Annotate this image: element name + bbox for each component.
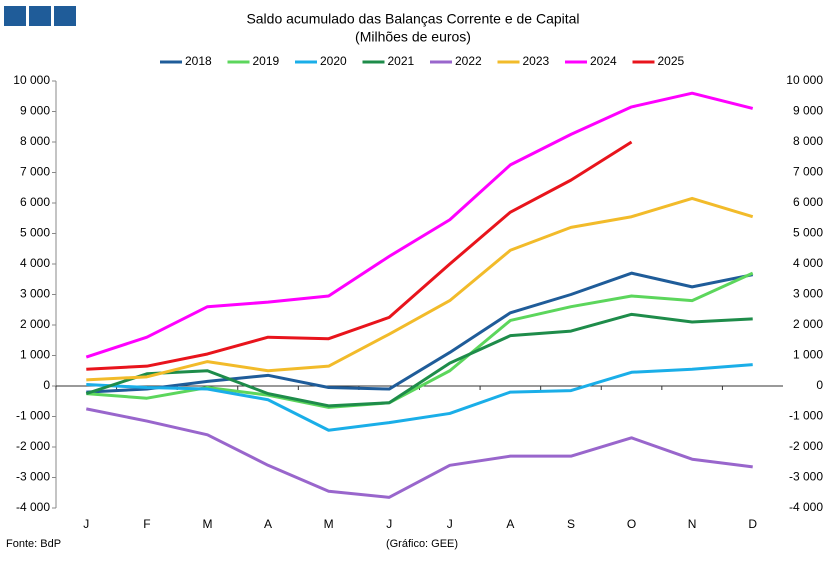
y2-tick-label: 6 000 — [793, 195, 823, 209]
logo-block — [54, 6, 76, 26]
legend-label: 2024 — [590, 54, 617, 68]
y-tick-label: -1 000 — [16, 409, 50, 423]
chart-subtitle: (Milhões de euros) — [355, 29, 471, 45]
legend-label: 2018 — [185, 54, 212, 68]
y-tick-label: 8 000 — [20, 134, 50, 148]
y2-tick-label: 0 — [816, 378, 823, 392]
series-line — [86, 271, 754, 394]
y2-tick-label: 9 000 — [793, 104, 823, 118]
y2-tick-label: -3 000 — [789, 470, 823, 484]
y-tick-label: 5 000 — [20, 226, 50, 240]
x-tick-label: A — [506, 517, 514, 531]
legend-label: 2023 — [523, 54, 550, 68]
y-tick-label: 9 000 — [20, 104, 50, 118]
y-tick-label: -3 000 — [16, 470, 50, 484]
y2-tick-label: -2 000 — [789, 439, 823, 453]
series-line — [85, 91, 754, 359]
y2-tick-label: 1 000 — [793, 348, 823, 362]
y-tick-label: 7 000 — [20, 165, 50, 179]
y-tick-label: 4 000 — [20, 256, 50, 270]
y2-tick-label: -1 000 — [789, 409, 823, 423]
source: Fonte: BdP — [6, 538, 61, 550]
y2-tick-label: -4 000 — [789, 500, 823, 514]
y2-tick-label: 5 000 — [793, 226, 823, 240]
x-tick-label: N — [688, 517, 697, 531]
y-tick-label: 3 000 — [20, 287, 50, 301]
y-tick-label: 10 000 — [13, 73, 50, 87]
legend-label: 2025 — [658, 54, 685, 68]
x-tick-label: J — [83, 517, 89, 531]
credit: (Gráfico: GEE) — [386, 538, 458, 550]
legend-label: 2020 — [320, 54, 347, 68]
logo-block — [4, 6, 26, 26]
y2-tick-label: 8 000 — [793, 134, 823, 148]
series-line — [85, 312, 753, 408]
legend-label: 2019 — [253, 54, 280, 68]
series-line — [85, 407, 753, 499]
legend-label: 2022 — [455, 54, 482, 68]
y-tick-label: 2 000 — [20, 317, 50, 331]
x-tick-label: F — [143, 517, 150, 531]
x-tick-label: M — [324, 517, 334, 531]
series-line — [86, 140, 633, 371]
series-line — [86, 363, 753, 432]
series-line — [86, 196, 754, 382]
legend-label: 2021 — [388, 54, 415, 68]
x-tick-label: A — [264, 517, 272, 531]
x-tick-label: D — [748, 517, 757, 531]
y-tick-label: 1 000 — [20, 348, 50, 362]
chart-title: Saldo acumulado das Balanças Corrente e … — [246, 11, 579, 27]
y-tick-label: -4 000 — [16, 500, 50, 514]
y2-tick-label: 4 000 — [793, 256, 823, 270]
y-tick-label: -2 000 — [16, 439, 50, 453]
y2-tick-label: 7 000 — [793, 165, 823, 179]
y2-tick-label: 2 000 — [793, 317, 823, 331]
x-tick-label: J — [447, 517, 453, 531]
x-tick-label: J — [386, 517, 392, 531]
logo-block — [29, 6, 51, 26]
y2-tick-label: 3 000 — [793, 287, 823, 301]
y2-tick-label: 10 000 — [786, 73, 823, 87]
x-tick-label: M — [202, 517, 212, 531]
x-tick-label: S — [567, 517, 575, 531]
y-tick-label: 0 — [43, 378, 50, 392]
y-tick-label: 6 000 — [20, 195, 50, 209]
x-tick-label: O — [627, 517, 636, 531]
